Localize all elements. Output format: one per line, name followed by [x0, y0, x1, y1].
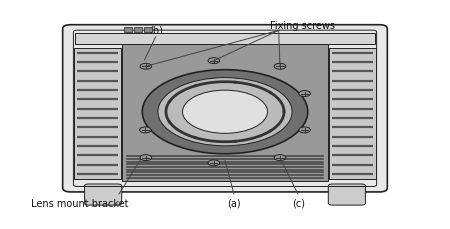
Circle shape — [208, 160, 220, 166]
Bar — [329, 49, 376, 179]
Bar — [144, 27, 152, 33]
Circle shape — [299, 127, 310, 133]
Circle shape — [183, 91, 267, 134]
Bar — [122, 43, 328, 181]
Text: (a): (a) — [227, 198, 241, 208]
Circle shape — [299, 91, 310, 97]
FancyBboxPatch shape — [63, 26, 387, 192]
Bar — [75, 33, 375, 44]
Circle shape — [140, 155, 152, 161]
Text: (b): (b) — [149, 26, 162, 36]
FancyBboxPatch shape — [328, 184, 365, 205]
Circle shape — [274, 155, 286, 161]
Bar — [74, 49, 121, 179]
Circle shape — [208, 58, 220, 64]
Circle shape — [158, 78, 292, 146]
FancyBboxPatch shape — [85, 184, 122, 205]
Circle shape — [140, 127, 151, 133]
Circle shape — [142, 70, 308, 154]
Circle shape — [140, 64, 152, 70]
Text: Lens mount bracket: Lens mount bracket — [31, 198, 128, 208]
Bar — [124, 27, 132, 33]
Circle shape — [274, 64, 286, 70]
Text: Fixing screws: Fixing screws — [270, 21, 335, 31]
Text: (c): (c) — [292, 198, 305, 208]
Bar — [134, 27, 142, 33]
